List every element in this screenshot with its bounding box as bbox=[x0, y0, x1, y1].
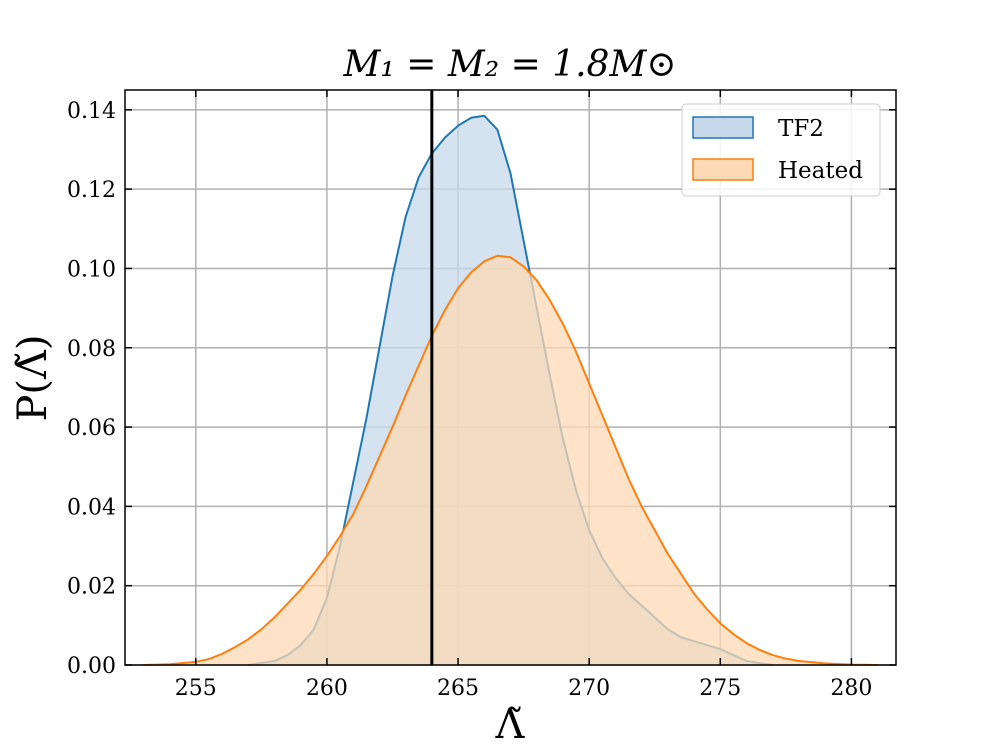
y-tick-label: 0.12 bbox=[67, 178, 116, 203]
x-tick-label: 275 bbox=[699, 676, 741, 701]
legend-swatch-tf2 bbox=[692, 116, 754, 139]
legend: TF2 Heated bbox=[681, 103, 881, 197]
y-tick-label: 0.02 bbox=[67, 575, 116, 600]
x-axis-label: Λ̃ bbox=[495, 702, 526, 747]
y-tick-label: 0.08 bbox=[67, 337, 116, 362]
x-tick-label: 280 bbox=[830, 676, 872, 701]
y-tick-label: 0.00 bbox=[67, 654, 116, 679]
legend-label-heated: Heated bbox=[778, 158, 863, 184]
x-tick-label: 255 bbox=[175, 676, 217, 701]
series-line-heated bbox=[143, 254, 878, 666]
area-fill-heated bbox=[143, 255, 878, 665]
legend-label-tf2: TF2 bbox=[778, 116, 824, 142]
x-tick-label: 265 bbox=[437, 676, 479, 701]
y-axis-label: P(Λ̃) bbox=[10, 334, 56, 421]
ticks: 255 260 265 270 275 280 0.00 0.02 0.04 0.06 0.08 0.… bbox=[67, 90, 896, 701]
y-tick-label: 0.10 bbox=[67, 257, 116, 282]
x-tick-label: 260 bbox=[306, 676, 348, 701]
chart-title: M₁ = M₂ = 1.8M⊙ bbox=[343, 44, 677, 85]
y-tick-label: 0.06 bbox=[67, 416, 116, 441]
plot-frame bbox=[124, 89, 897, 666]
x-tick-label: 270 bbox=[568, 676, 610, 701]
legend-swatch-heated bbox=[692, 158, 754, 181]
y-tick-label: 0.14 bbox=[67, 99, 116, 124]
series-areas bbox=[143, 114, 878, 666]
y-tick-label: 0.04 bbox=[67, 495, 116, 520]
